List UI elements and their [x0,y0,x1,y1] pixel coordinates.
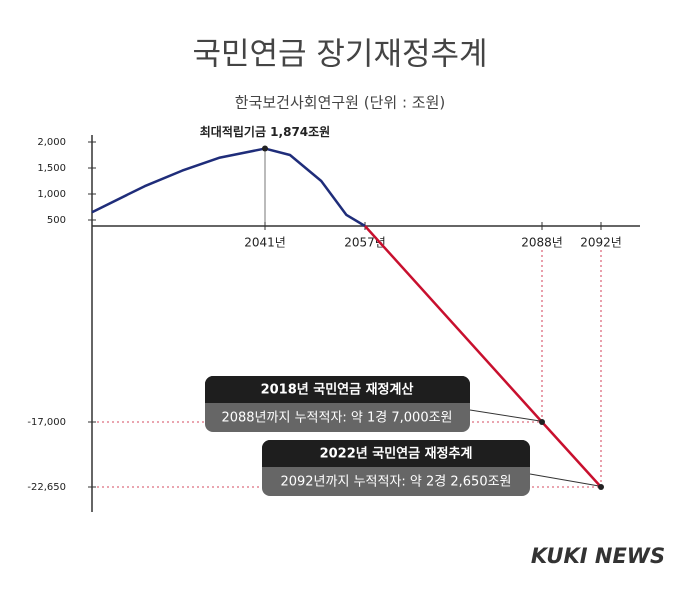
source-logo: KUKI NEWS [531,544,665,568]
y-tick-label: -22,650 [27,482,66,493]
y-tick-label: 1,500 [37,163,66,174]
x-tick-label: 2088년 [521,236,563,250]
y-tick-label: -17,000 [27,417,66,428]
callout-text: 2092년까지 누적적자: 약 2경 2,650조원 [280,475,511,490]
chart-title: 국민연금 장기재정추계 [192,37,487,73]
callout-connector [529,473,600,487]
x-tick-label: 2092년 [580,236,622,250]
callout-header [205,376,470,403]
callout-header [262,440,530,467]
y-tick-label: 500 [47,215,66,226]
callout-connector [469,409,541,422]
y-tick-label: 1,000 [37,189,66,200]
point [598,484,604,490]
callout-title: 2022년 국민연금 재정추계 [320,446,473,462]
x-tick-label: 2041년 [244,236,286,250]
peak-label: 최대적립기금 1,874조원 [200,124,330,139]
callout: 2018년 국민연금 재정계산 2088년까지 누적적자: 약 1경 7,000… [205,376,541,432]
callout-text: 2088년까지 누적적자: 약 1경 7,000조원 [221,411,452,426]
y-tick-label: 2,000 [37,137,66,148]
callout: 2022년 국민연금 재정추계 2092년까지 누적적자: 약 2경 2,650… [262,440,600,496]
point [262,145,268,152]
callout-title: 2018년 국민연금 재정계산 [261,382,414,398]
chart-subtitle: 한국보건사회연구원 (단위 : 조원) [235,94,445,112]
point [539,419,545,425]
